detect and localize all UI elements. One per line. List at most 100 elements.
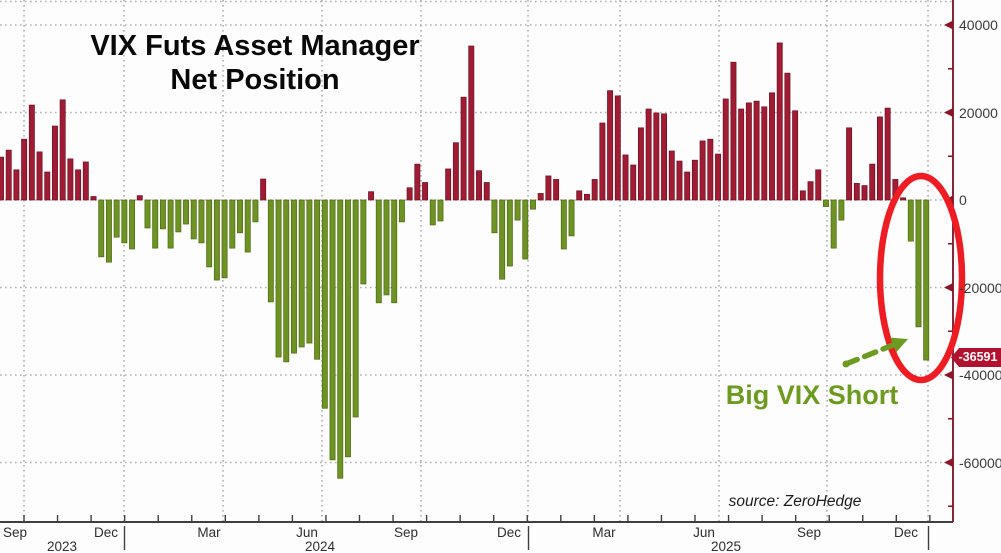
x-axis-year-label: 2023: [46, 539, 78, 553]
bar-positive: [661, 113, 668, 201]
bar-negative: [98, 199, 105, 258]
y-axis-tick-label: -20000: [959, 279, 1001, 296]
bar-positive: [699, 140, 706, 201]
bar-positive: [44, 171, 51, 201]
bar-negative: [514, 199, 521, 221]
last-value-tag: -36591: [951, 348, 1001, 367]
bar-positive: [722, 98, 729, 201]
bar-negative: [175, 199, 182, 233]
bar-negative: [206, 199, 213, 268]
bar-negative: [491, 199, 498, 234]
bar-negative: [190, 199, 197, 240]
bar-negative: [252, 199, 259, 223]
bar-negative: [306, 199, 313, 344]
bar-negative: [915, 199, 922, 328]
bar-negative: [221, 199, 228, 279]
bar-positive: [645, 108, 652, 201]
bar-negative: [298, 199, 305, 348]
bar-negative: [267, 199, 274, 303]
bar-negative: [375, 199, 382, 304]
bar-positive: [776, 42, 783, 201]
bar-positive: [75, 169, 82, 201]
bar-positive: [59, 99, 66, 201]
y-axis-tick-label: -40000: [959, 367, 1001, 383]
bar-positive: [715, 153, 721, 201]
bar-negative: [121, 199, 128, 244]
y-tick-arrow: [944, 458, 953, 467]
bar-positive: [28, 104, 35, 201]
bar-negative: [237, 199, 243, 234]
highlight-ellipse: [876, 172, 966, 384]
bar-positive: [684, 171, 691, 201]
bar-positive: [13, 169, 20, 201]
bar-positive: [861, 185, 868, 201]
bar-negative: [244, 199, 251, 253]
x-axis-month-label: Jun: [693, 525, 715, 540]
bar-positive: [414, 163, 421, 201]
bar-negative: [183, 199, 189, 225]
bar-negative: [321, 199, 328, 409]
bar-positive: [876, 116, 883, 201]
bar-positive: [637, 127, 644, 201]
bar-positive: [483, 182, 490, 201]
bar-positive: [476, 170, 482, 201]
bar-positive: [614, 95, 621, 201]
bar-negative: [838, 199, 845, 221]
bar-positive: [730, 61, 737, 201]
bar-negative: [398, 199, 405, 223]
x-axis-month-label: Mar: [197, 525, 221, 540]
bar-positive: [869, 163, 876, 201]
bar-negative: [437, 199, 444, 222]
bar-positive: [537, 193, 544, 201]
bar-negative: [383, 199, 390, 296]
annotation-arrow-head: [890, 337, 908, 353]
bar-positive: [584, 193, 590, 201]
source-credit: source: ZeroHedge: [728, 493, 862, 510]
bar-negative: [314, 199, 321, 360]
bar-positive: [691, 159, 698, 201]
chart-title: VIX Futs Asset Manager Net Position: [55, 30, 455, 98]
x-axis-year-label: 2025: [710, 539, 742, 553]
bar-positive: [445, 168, 452, 201]
bar-negative: [144, 199, 151, 229]
x-axis-month-label: Dec: [93, 525, 118, 540]
bar-negative: [291, 199, 297, 354]
bar-positive: [846, 127, 853, 201]
bar-positive: [36, 151, 43, 201]
bar-positive: [591, 179, 598, 201]
bar-positive: [67, 158, 74, 201]
bar-positive: [460, 96, 467, 201]
bar-positive: [52, 125, 58, 201]
bar-positive: [0, 156, 4, 201]
bar-positive: [468, 45, 475, 201]
bar-negative: [283, 199, 290, 363]
bar-positive: [368, 191, 375, 201]
bar-negative: [360, 199, 367, 285]
bar-negative: [129, 199, 136, 250]
bar-positive: [792, 110, 799, 201]
bar-negative: [923, 199, 930, 361]
bar-positive: [452, 142, 459, 201]
bar-negative: [530, 199, 536, 210]
bar-negative: [506, 199, 513, 267]
bar-negative: [345, 199, 351, 458]
y-tick-arrow: [944, 370, 953, 380]
x-axis-month-label: Sep: [2, 525, 28, 540]
bar-negative: [159, 199, 166, 230]
x-axis-month-label: Sep: [796, 525, 822, 540]
chart-title-line1: VIX Futs Asset Manager: [90, 30, 420, 62]
bar-positive: [807, 181, 814, 201]
bar-negative: [522, 199, 529, 260]
bar-positive: [599, 122, 606, 201]
bar-positive: [576, 190, 583, 201]
bar-positive: [630, 164, 637, 201]
y-tick-arrow: [944, 108, 953, 117]
bar-negative: [429, 199, 436, 226]
annotation-arrow-shaft: [843, 342, 896, 367]
x-axis-month-label: Jun: [296, 525, 318, 540]
bar-negative: [152, 199, 159, 249]
bar-positive: [607, 90, 614, 201]
x-axis-month-label: Mar: [592, 525, 616, 540]
